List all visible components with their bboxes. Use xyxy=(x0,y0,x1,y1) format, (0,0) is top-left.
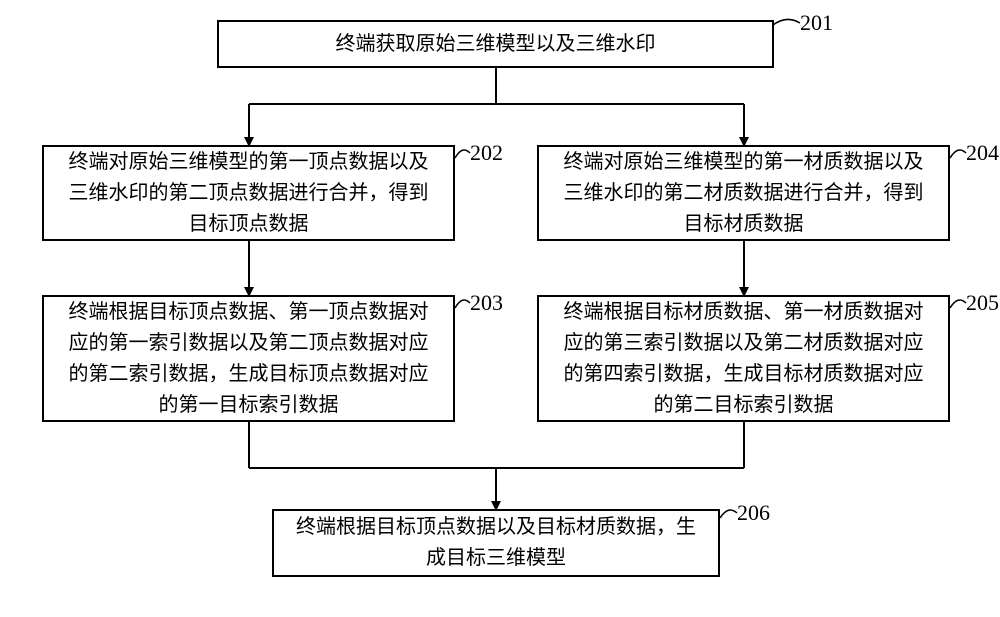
flow-node-205: 终端根据目标材质数据、第一材质数据对应的第三索引数据以及第二材质数据对应的第四索… xyxy=(537,295,950,422)
flow-node-204: 终端对原始三维模型的第一材质数据以及三维水印的第二材质数据进行合并，得到目标材质… xyxy=(537,145,950,241)
flow-node-text: 终端根据目标顶点数据以及目标材质数据，生成目标三维模型 xyxy=(290,512,702,574)
flow-node-text: 终端获取原始三维模型以及三维水印 xyxy=(336,29,656,60)
flow-node-206: 终端根据目标顶点数据以及目标材质数据，生成目标三维模型 xyxy=(272,509,720,577)
step-label-204: 204 xyxy=(966,140,999,166)
flow-node-201: 终端获取原始三维模型以及三维水印 xyxy=(217,20,774,68)
step-label-201: 201 xyxy=(800,10,833,36)
step-label-203: 203 xyxy=(470,290,503,316)
flow-node-203: 终端根据目标顶点数据、第一顶点数据对应的第一索引数据以及第二顶点数据对应的第二索… xyxy=(42,295,455,422)
step-label-206: 206 xyxy=(737,500,770,526)
step-label-205: 205 xyxy=(966,290,999,316)
flow-node-text: 终端根据目标顶点数据、第一顶点数据对应的第一索引数据以及第二顶点数据对应的第二索… xyxy=(60,297,437,421)
step-label-202: 202 xyxy=(470,140,503,166)
flow-node-text: 终端对原始三维模型的第一顶点数据以及三维水印的第二顶点数据进行合并，得到目标顶点… xyxy=(60,147,437,240)
flow-node-202: 终端对原始三维模型的第一顶点数据以及三维水印的第二顶点数据进行合并，得到目标顶点… xyxy=(42,145,455,241)
flowchart-canvas: 终端获取原始三维模型以及三维水印终端对原始三维模型的第一顶点数据以及三维水印的第… xyxy=(0,0,1000,617)
flow-node-text: 终端对原始三维模型的第一材质数据以及三维水印的第二材质数据进行合并，得到目标材质… xyxy=(555,147,932,240)
flow-node-text: 终端根据目标材质数据、第一材质数据对应的第三索引数据以及第二材质数据对应的第四索… xyxy=(555,297,932,421)
